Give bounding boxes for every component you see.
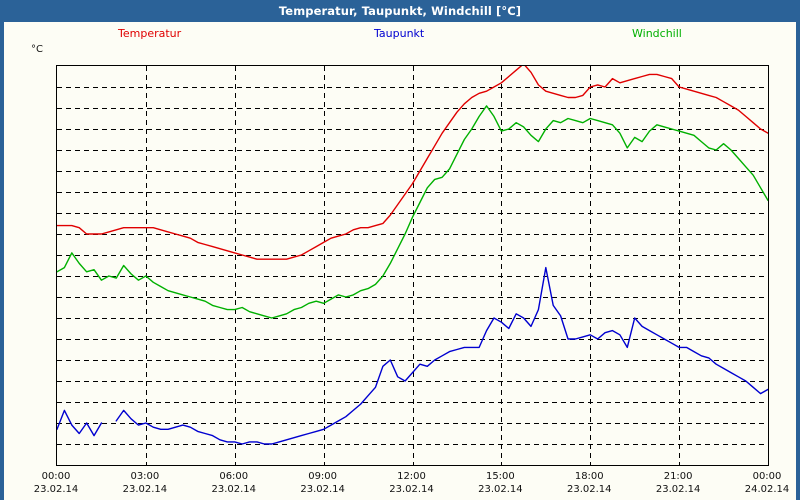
x-axis-tick-date: 23.02.14 [122, 484, 168, 495]
x-axis-tick-date: 23.02.14 [211, 484, 257, 495]
x-axis-tick-time: 15:00 [485, 471, 515, 482]
series-line-windchill [57, 409, 103, 437]
x-axis-tick-label: 12:00 23.02.14 [389, 470, 434, 496]
x-axis-tick-label: 03:00 23.02.14 [123, 470, 168, 496]
legend-item-temperatur: Temperatur [118, 27, 181, 40]
window-titlebar: Temperatur, Taupunkt, Windchill [°C] [0, 0, 800, 22]
x-axis-tick-time: 12:00 [397, 471, 426, 482]
series-line-windchill [115, 266, 768, 445]
window-title: Temperatur, Taupunkt, Windchill [°C] [278, 4, 522, 18]
legend-label-taupunkt: Taupunkt [374, 27, 425, 40]
x-axis-tick-label: 06:00 23.02.14 [211, 470, 256, 496]
legend-label-windchill: Windchill [632, 27, 682, 40]
x-axis-tick-label: 00:00 24.02.14 [745, 470, 790, 496]
x-axis-tick-label: 00:00 23.02.14 [34, 470, 79, 496]
legend-item-windchill: Windchill [632, 27, 682, 40]
x-axis-tick-date: 23.02.14 [389, 484, 434, 495]
x-axis-labels: 00:00 23.02.14 03:00 23.02.14 06:00 23.02.14 0… [4, 22, 796, 500]
x-axis-tick-time: 03:00 [130, 471, 160, 482]
x-axis-tick-time: 00:00 [752, 471, 782, 482]
series-line-taupunkt [57, 105, 768, 319]
x-axis-tick-date: 23.02.14 [566, 484, 612, 495]
legend-item-taupunkt: Taupunkt [374, 27, 424, 40]
x-axis-tick-date: 23.02.14 [33, 484, 79, 495]
x-axis-tick-label: 09:00 23.02.14 [300, 470, 345, 496]
series-line-temperatur [57, 66, 768, 260]
x-axis-tick-time: 18:00 [574, 471, 604, 482]
x-axis-tick-date: 23.02.14 [478, 484, 523, 495]
y-axis-unit-label: °C [31, 44, 43, 55]
x-axis-tick-label: 21:00 23.02.14 [656, 470, 701, 496]
x-axis-tick-time: 06:00 [219, 471, 249, 482]
chart-svg [57, 66, 768, 465]
x-axis-tick-date: 24.02.14 [744, 484, 790, 495]
x-axis-tick-label: 18:00 23.02.14 [567, 470, 612, 496]
x-axis-tick-time: 09:00 [308, 471, 338, 482]
x-axis-tick-date: 23.02.14 [300, 484, 345, 495]
x-axis-tick-time: 00:00 [41, 471, 71, 482]
chart-canvas: Temperatur Taupunkt Windchill °C 11,010,… [4, 22, 796, 500]
legend-label-temperatur: Temperatur [118, 27, 182, 40]
x-axis-tick-date: 23.02.14 [655, 484, 701, 495]
x-axis-tick-time: 21:00 [663, 471, 693, 482]
x-axis-tick-label: 15:00 23.02.14 [478, 470, 523, 496]
plot-area [56, 65, 769, 466]
